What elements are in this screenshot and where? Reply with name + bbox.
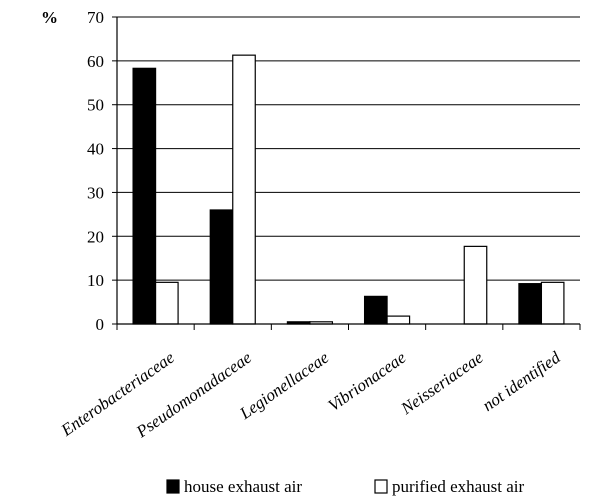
legend: house exhaust air purified exhaust air	[166, 477, 525, 496]
bar-purified	[386, 315, 411, 325]
bars	[132, 54, 565, 325]
y-tick-labels: 0 10 20 30 40 50 60 70	[87, 8, 104, 334]
y-tick-label: 10	[87, 271, 104, 290]
bar-purified	[540, 281, 565, 325]
legend-label-house: house exhaust air	[184, 477, 302, 496]
category-labels: EnterobacteriaceaePseudomonadaceaeLegion…	[57, 347, 564, 441]
bar-purified	[232, 54, 256, 325]
y-tick-label: 70	[87, 8, 104, 27]
category-label: Neisseriaceae	[397, 347, 487, 418]
category-label: Vibrionaceae	[324, 347, 409, 415]
bar-house	[132, 67, 157, 325]
y-tick-label: 60	[87, 52, 104, 71]
axes	[112, 16, 581, 330]
y-tick-label: 20	[87, 227, 104, 246]
y-tick-label: 50	[87, 96, 104, 115]
legend-swatch-house	[166, 479, 180, 494]
gridlines	[117, 16, 580, 281]
bar-purified	[154, 281, 179, 325]
legend-label-purified: purified exhaust air	[392, 477, 525, 496]
y-tick-label: 40	[87, 140, 104, 159]
category-label: not identified	[479, 347, 564, 415]
bar-house	[209, 209, 234, 325]
y-tick-label: 0	[96, 315, 105, 334]
bar-house	[518, 283, 543, 325]
bar-purified	[463, 245, 488, 325]
y-tick-label: 30	[87, 183, 104, 202]
legend-swatch-purified	[374, 479, 388, 494]
bar-house	[363, 295, 388, 325]
y-unit-label: %	[41, 8, 58, 27]
